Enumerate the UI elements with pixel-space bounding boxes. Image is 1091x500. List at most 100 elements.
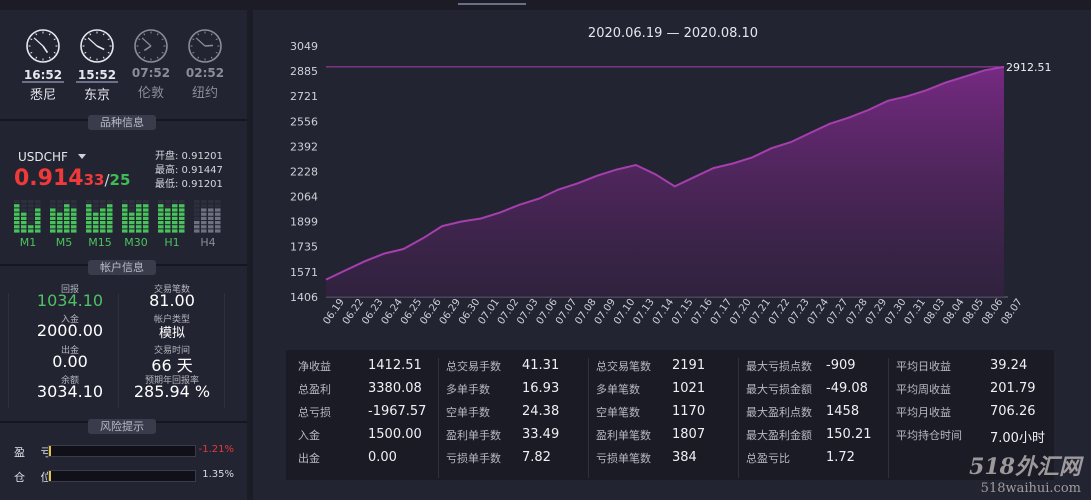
signal-cell xyxy=(71,200,77,204)
signal-cell xyxy=(71,229,77,233)
timeframe-m5[interactable]: M5 xyxy=(50,198,78,250)
signal-cell xyxy=(129,225,135,229)
timeframe-m15[interactable]: M15 xyxy=(86,198,114,250)
signal-cell xyxy=(28,212,34,216)
signal-cell xyxy=(64,204,70,208)
minute-hand xyxy=(141,37,152,47)
signal-cell xyxy=(14,208,20,212)
signal-cell xyxy=(129,212,135,216)
signal-cell xyxy=(86,225,92,229)
clock-tick xyxy=(48,56,51,59)
clock-tick xyxy=(89,33,92,36)
signal-cell xyxy=(21,221,27,225)
stat-value: 1021 xyxy=(672,381,706,396)
signal-cell xyxy=(107,204,113,208)
signal-cell xyxy=(28,200,34,204)
stats-row: 平均日收益 39.24 xyxy=(896,358,1046,381)
left-panel: 16:52 悉尼 15:52 东京 07:52 伦敦 02:52 纽约 品种信息… xyxy=(0,10,247,500)
stat-value: 24.38 xyxy=(522,404,560,419)
stat-value: 39.24 xyxy=(990,358,1028,373)
stat-label: 最大亏损点数 xyxy=(746,360,812,373)
tab-indicator[interactable] xyxy=(458,3,526,5)
price-pips: 33 xyxy=(83,171,105,189)
withdraw-label: 出金 xyxy=(60,346,79,356)
stats-row: 最大盈利金额 150.21 xyxy=(746,427,896,450)
clock-face xyxy=(80,29,114,63)
stats-row: 最大盈利点数 1458 xyxy=(746,404,896,427)
signal-cell xyxy=(201,208,207,212)
signal-cell xyxy=(35,208,41,212)
stats-row: 盈利单笔数 1807 xyxy=(596,427,746,450)
signal-cell xyxy=(158,229,164,233)
signal-cell xyxy=(86,229,92,233)
signal-cell xyxy=(143,208,149,212)
symbol-selector[interactable]: USDCHF xyxy=(18,150,68,164)
signal-cell xyxy=(21,225,27,229)
minute-hand xyxy=(33,37,44,47)
trade-time-label: 交易时间 xyxy=(153,346,190,356)
stats-row: 多单手数 16.93 xyxy=(446,381,596,404)
signal-cell xyxy=(35,212,41,216)
stats-row: 空单笔数 1170 xyxy=(596,404,746,427)
stat-label: 空单笔数 xyxy=(596,406,640,419)
stats-row: 入金 1500.00 xyxy=(298,427,448,450)
signal-cell xyxy=(35,221,41,225)
signal-cell xyxy=(158,208,164,212)
annual-label: 预期年回报率 xyxy=(144,376,199,386)
clock-time: 02:52 xyxy=(185,66,225,80)
clock-tick xyxy=(156,33,159,36)
y-tick-label: 2556 xyxy=(290,115,318,128)
chevron-down-icon[interactable] xyxy=(78,154,86,159)
signal-cell xyxy=(21,204,27,208)
clock-city: 纽约 xyxy=(191,86,218,101)
signal-cell xyxy=(122,204,128,208)
signal-cell xyxy=(122,221,128,225)
signal-cell xyxy=(208,216,214,220)
signal-cell xyxy=(50,221,56,225)
signal-cell xyxy=(14,229,20,233)
timeframe-m1[interactable]: M1 xyxy=(14,198,42,250)
stats-row: 总亏损 -1967.57 xyxy=(298,404,448,427)
acct-type-value: 模拟 xyxy=(158,326,185,341)
timeframe-m30[interactable]: M30 xyxy=(122,198,150,250)
signal-cell xyxy=(165,216,171,220)
y-tick-label: 1735 xyxy=(290,241,318,254)
y-tick-label: 3049 xyxy=(290,40,318,53)
signal-cell xyxy=(136,200,142,204)
stat-value: 0.00 xyxy=(368,450,397,465)
stat-label: 平均月收益 xyxy=(896,406,951,419)
signal-cell xyxy=(165,212,171,216)
timeframe-h1[interactable]: H1 xyxy=(158,198,186,250)
timeframe-label: M15 xyxy=(88,236,112,249)
divider xyxy=(224,293,225,408)
signal-cell xyxy=(86,204,92,208)
signal-cell xyxy=(208,221,214,225)
y-tick-label: 2392 xyxy=(290,140,318,153)
signal-cell xyxy=(57,208,63,212)
signal-bars-icon xyxy=(158,200,185,233)
signal-cell xyxy=(100,216,106,220)
acct-type-label: 帐户类型 xyxy=(153,315,190,325)
signal-cell xyxy=(21,229,27,233)
signal-cell xyxy=(100,204,106,208)
clock-tick xyxy=(197,33,200,36)
return-label: 回报 xyxy=(60,285,79,295)
section-tag-account: 帐户信息 xyxy=(88,260,156,275)
signal-cell xyxy=(57,225,63,229)
timeframe-h4[interactable]: H4 xyxy=(194,198,222,250)
clock-tick xyxy=(192,38,195,41)
clock-tick xyxy=(102,33,105,36)
signal-cell xyxy=(86,221,92,225)
signal-cell xyxy=(143,204,149,208)
y-tick-label: 2721 xyxy=(290,90,318,103)
signal-cell xyxy=(129,200,135,204)
signal-cell xyxy=(194,229,200,233)
signal-cell xyxy=(50,200,56,204)
y-tick-label: 1571 xyxy=(290,266,318,279)
signal-cell xyxy=(50,229,56,233)
signal-cell xyxy=(194,204,200,208)
clock-tick xyxy=(143,33,146,36)
signal-cell xyxy=(93,216,99,220)
equity-chart[interactable]: 3049 2885 2721 2556 2392 2228 2064 1899 1735 1571… xyxy=(253,10,1091,345)
clock-tokyo: 15:52 东京 xyxy=(72,28,122,103)
